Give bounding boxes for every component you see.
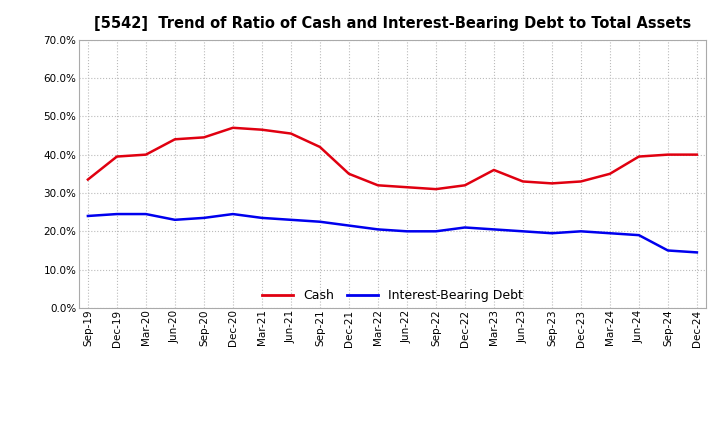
Cash: [258, 127, 266, 132]
Cash: [315, 144, 324, 150]
Interest-Bearing Debt: [693, 250, 701, 255]
Legend: Cash, Interest-Bearing Debt: Cash, Interest-Bearing Debt: [257, 284, 528, 307]
Interest-Bearing Debt: [258, 215, 266, 220]
Cash: [461, 183, 469, 188]
Interest-Bearing Debt: [171, 217, 179, 223]
Interest-Bearing Debt: [84, 213, 92, 219]
Line: Interest-Bearing Debt: Interest-Bearing Debt: [88, 214, 697, 253]
Cash: [345, 171, 354, 176]
Cash: [693, 152, 701, 157]
Cash: [548, 181, 557, 186]
Title: [5542]  Trend of Ratio of Cash and Interest-Bearing Debt to Total Assets: [5542] Trend of Ratio of Cash and Intere…: [94, 16, 691, 32]
Interest-Bearing Debt: [199, 215, 208, 220]
Interest-Bearing Debt: [374, 227, 382, 232]
Cash: [634, 154, 643, 159]
Interest-Bearing Debt: [634, 232, 643, 238]
Interest-Bearing Debt: [664, 248, 672, 253]
Interest-Bearing Debt: [518, 229, 527, 234]
Interest-Bearing Debt: [287, 217, 295, 223]
Interest-Bearing Debt: [112, 211, 121, 216]
Interest-Bearing Debt: [577, 229, 585, 234]
Cash: [84, 177, 92, 182]
Interest-Bearing Debt: [402, 229, 411, 234]
Interest-Bearing Debt: [315, 219, 324, 224]
Cash: [287, 131, 295, 136]
Interest-Bearing Debt: [490, 227, 498, 232]
Cash: [402, 185, 411, 190]
Interest-Bearing Debt: [548, 231, 557, 236]
Interest-Bearing Debt: [431, 229, 440, 234]
Cash: [431, 187, 440, 192]
Interest-Bearing Debt: [142, 211, 150, 216]
Cash: [112, 154, 121, 159]
Cash: [490, 167, 498, 172]
Interest-Bearing Debt: [606, 231, 614, 236]
Cash: [171, 137, 179, 142]
Line: Cash: Cash: [88, 128, 697, 189]
Cash: [606, 171, 614, 176]
Cash: [374, 183, 382, 188]
Cash: [577, 179, 585, 184]
Cash: [142, 152, 150, 157]
Cash: [199, 135, 208, 140]
Cash: [228, 125, 237, 130]
Interest-Bearing Debt: [461, 225, 469, 230]
Interest-Bearing Debt: [228, 211, 237, 216]
Cash: [518, 179, 527, 184]
Cash: [664, 152, 672, 157]
Interest-Bearing Debt: [345, 223, 354, 228]
